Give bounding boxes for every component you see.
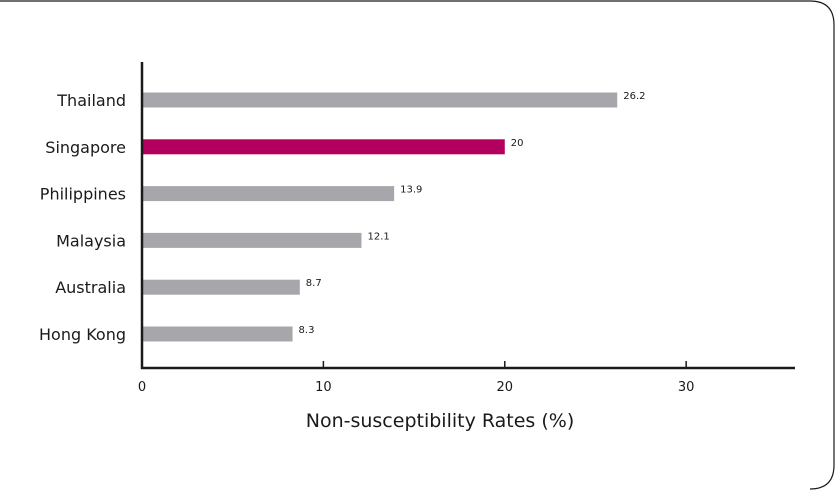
x-tick-label-0: 0: [138, 380, 146, 395]
category-labels: Thailand Singapore Philippines Malaysia Aust…: [39, 91, 126, 344]
bar-australia: [142, 279, 300, 295]
value-label-thailand: 26.2: [623, 91, 645, 102]
x-tick-label-10: 10: [315, 380, 332, 395]
x-axis-title: Non-susceptibility Rates (%): [306, 410, 575, 432]
category-label-thailand: Thailand: [56, 91, 126, 110]
category-label-singapore: Singapore: [45, 138, 126, 157]
category-label-hong-kong: Hong Kong: [39, 325, 126, 344]
bar-thailand: [142, 92, 618, 108]
bar-malaysia: [142, 232, 362, 248]
category-label-philippines: Philippines: [40, 185, 126, 204]
x-axis-ticks: 0 10 20 30: [138, 361, 695, 395]
bars-group: [142, 92, 618, 342]
x-tick-label-20: 20: [497, 380, 514, 395]
bar-singapore: [142, 139, 505, 155]
bar-philippines: [142, 186, 395, 202]
category-label-australia: Australia: [55, 278, 126, 297]
bar-hong-kong: [142, 326, 293, 342]
value-label-hong-kong: 8.3: [299, 325, 315, 336]
value-label-malaysia: 12.1: [367, 231, 389, 242]
x-tick-label-30: 30: [678, 380, 695, 395]
value-labels: 26.2 20 13.9 12.1 8.7 8.3: [299, 91, 646, 336]
value-label-singapore: 20: [511, 138, 524, 149]
value-label-australia: 8.7: [306, 278, 322, 289]
value-label-philippines: 13.9: [400, 185, 422, 196]
category-label-malaysia: Malaysia: [56, 231, 126, 250]
